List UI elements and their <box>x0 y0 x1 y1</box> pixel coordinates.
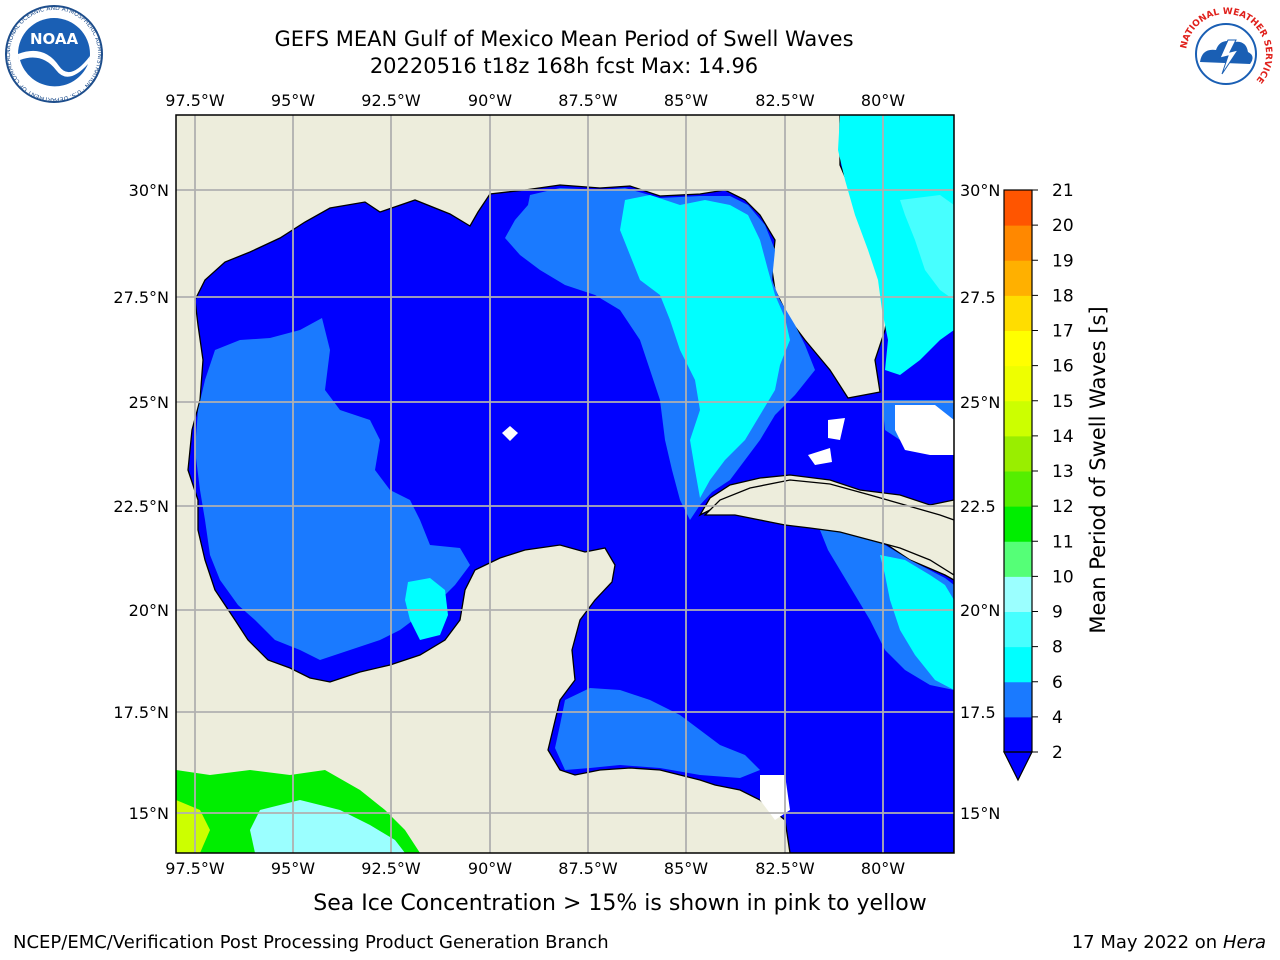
host-text: Hera <box>1222 932 1266 953</box>
colorbar-title: Mean Period of Swell Waves [s] <box>1086 306 1110 633</box>
chart-subtitle: 20220516 t18z 168h fcst Max: 14.96 <box>369 54 759 78</box>
ocean-field-6-8-east-gulf <box>620 195 790 498</box>
credit-text: NCEP/EMC/Verification Post Processing Pr… <box>13 932 609 953</box>
lon-label-top: 97.5°W <box>165 91 225 110</box>
colorbar-tick-label: 14 <box>1052 427 1074 447</box>
colorbar-tick-label: 10 <box>1052 567 1074 587</box>
colorbar-tick-label: 4 <box>1052 708 1063 728</box>
no-data-yucatan-shelf <box>760 775 790 820</box>
lat-label-left: 15°N <box>129 804 169 823</box>
map-frame <box>175 114 955 854</box>
sea-ice-note-text: Sea Ice Concentration > 15% is shown in … <box>313 891 927 916</box>
colorbar: 2 4 6 8 9 10 11 12 13 14 15 16 17 18 19 20 21 <box>1003 181 1074 782</box>
lon-label-top: 80°W <box>861 91 905 110</box>
date-stamp: 17 May 2022 on Hera <box>1072 932 1266 953</box>
lon-label-top: 85°W <box>664 91 708 110</box>
lat-label-left: 20°N <box>129 601 169 620</box>
colorbar-band <box>1004 506 1032 542</box>
colorbar-tick-label: 20 <box>1052 216 1074 236</box>
lat-label-right: 27.5 <box>960 288 996 307</box>
colorbar-band <box>1004 646 1032 683</box>
lat-label-right: 22.5 <box>960 497 996 516</box>
lat-label-left: 27.5°N <box>113 288 169 307</box>
no-data-bahamas <box>895 405 954 455</box>
andros-island <box>828 418 845 440</box>
nws-logo: NATIONAL WEATHER SERVICE <box>1179 7 1273 101</box>
lon-label-top: 92.5°W <box>361 91 421 110</box>
lat-label-left: 22.5°N <box>113 497 169 516</box>
colorbar-band <box>1004 435 1032 472</box>
colorbar-tick-label: 17 <box>1052 322 1074 342</box>
colorbar-tick-label: 19 <box>1052 251 1074 271</box>
ocean-field-4-6-yucatan <box>555 688 760 778</box>
colorbar-band <box>1004 225 1032 261</box>
lat-label-right: 30°N <box>960 181 1000 200</box>
colorbar-band <box>1004 541 1032 577</box>
colorbar-band <box>1004 400 1032 437</box>
noaa-logo-text: NOAA <box>30 30 79 48</box>
lat-label-right: 20°N <box>960 601 1000 620</box>
lon-label-top: 90°W <box>468 91 512 110</box>
lon-label-top: 95°W <box>271 91 315 110</box>
lon-label-bottom: 97.5°W <box>165 859 225 878</box>
colorbar-band <box>1004 471 1032 507</box>
lat-label-right: 17.5 <box>960 703 996 722</box>
ocean-field-6-8-caribbean <box>880 555 954 690</box>
colorbar-tick-label: 16 <box>1052 357 1074 377</box>
ocean-field-4-6-west <box>195 318 470 660</box>
colorbar-band <box>1004 295 1032 331</box>
colorbar-tick-label: 13 <box>1052 462 1074 482</box>
colorbar-band <box>1004 576 1032 612</box>
colorbar-tick-label: 6 <box>1052 673 1063 693</box>
bahamas-island <box>808 448 832 465</box>
noaa-logo: NATIONAL OCEANIC AND ATMOSPHERIC ADMINIS… <box>4 4 103 103</box>
lon-label-bottom: 95°W <box>271 859 315 878</box>
colorbar-tick-label: 12 <box>1052 497 1074 517</box>
colorbar-extend-triangle <box>1003 751 1033 782</box>
map-area <box>176 115 954 853</box>
lat-label-left: 17.5°N <box>113 703 169 722</box>
lon-label-top: 82.5°W <box>755 91 815 110</box>
ocean-field-8-9 <box>900 195 954 300</box>
sea-ice-note: Sea Ice Concentration > 15% is shown in … <box>0 891 1280 916</box>
lon-label-top: 87.5°W <box>558 91 618 110</box>
lat-label-right: 15°N <box>960 804 1000 823</box>
colorbar-tick-label: 15 <box>1052 392 1074 412</box>
colorbar-band <box>1004 330 1032 367</box>
lon-label-bottom: 80°W <box>861 859 905 878</box>
colorbar-band <box>1004 681 1032 718</box>
lon-label-bottom: 92.5°W <box>361 859 421 878</box>
colorbar-band <box>1004 190 1032 226</box>
chart-title: GEFS MEAN Gulf of Mexico Mean Period of … <box>274 27 854 51</box>
no-data-cayman <box>502 426 518 441</box>
lat-label-right: 25°N <box>960 393 1000 412</box>
colorbar-band <box>1004 365 1032 402</box>
ocean-field-6-8-bay <box>405 578 448 640</box>
ocean-field-6-8-atlantic <box>838 115 954 375</box>
lon-label-bottom: 90°W <box>468 859 512 878</box>
map-grid <box>176 115 954 853</box>
lat-label-left: 30°N <box>129 181 169 200</box>
colorbar-band <box>1004 716 1032 753</box>
lat-label-left: 25°N <box>129 393 169 412</box>
colorbar-tick-label: 2 <box>1052 743 1063 763</box>
colorbar-tick-label: 11 <box>1052 532 1074 552</box>
colorbar-tick-label: 18 <box>1052 286 1074 306</box>
colorbar-band <box>1004 260 1032 296</box>
date-text: 17 May 2022 on <box>1071 932 1218 953</box>
colorbar-tick-label: 9 <box>1052 603 1063 623</box>
lon-label-bottom: 87.5°W <box>558 859 618 878</box>
lon-label-bottom: 82.5°W <box>755 859 815 878</box>
colorbar-tick-label: 21 <box>1052 181 1074 201</box>
colorbar-tick-label: 8 <box>1052 638 1063 658</box>
lon-label-bottom: 85°W <box>664 859 708 878</box>
colorbar-band <box>1004 611 1032 648</box>
